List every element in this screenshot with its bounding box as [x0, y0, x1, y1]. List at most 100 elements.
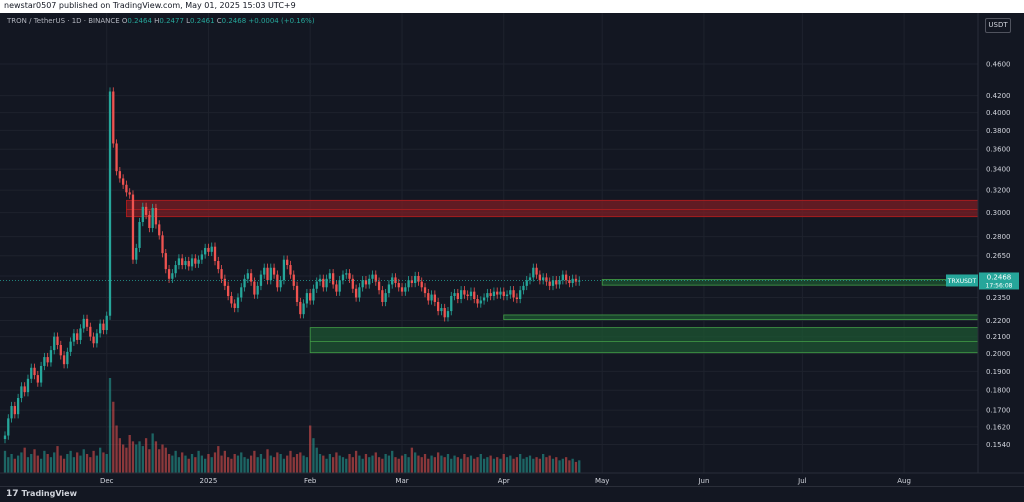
candle-body [499, 291, 502, 295]
currency-button[interactable]: USDT [985, 18, 1011, 33]
volume-bar [276, 452, 279, 473]
volume-bar [328, 454, 332, 473]
volume-bar [39, 458, 43, 473]
volume-bar [433, 457, 437, 473]
time-axis[interactable]: Dec 2025 Feb Mar Apr May Jun Jul Aug [0, 472, 1024, 485]
candle-body [135, 247, 138, 260]
y-tick-label: 0.3000 [986, 209, 1011, 217]
candle-body [446, 311, 450, 318]
volume-bar [62, 458, 66, 473]
volume-bar [256, 457, 259, 473]
candle-body [3, 435, 7, 440]
candle-body [414, 275, 417, 284]
candle-body [158, 224, 161, 236]
candle-body [423, 287, 427, 294]
candle-body [515, 297, 519, 299]
candle-body [272, 267, 276, 275]
chart-area[interactable]: 0.4600 0.4200 0.4000 0.3800 0.3600 0.3400 0.32… [0, 13, 1024, 486]
candle-body [338, 280, 341, 292]
published-bar: newstar0507 published on TradingView.com… [0, 0, 1024, 13]
volume-bar [16, 455, 20, 473]
candle-body [85, 318, 89, 327]
candle-body [204, 247, 207, 255]
candle-body [528, 277, 532, 281]
candle-body [39, 365, 43, 383]
candle-body [263, 267, 266, 275]
candle-body [269, 267, 272, 281]
candle-body [358, 287, 361, 298]
volume-bar [397, 458, 400, 473]
x-tick-label: Apr [498, 477, 510, 485]
candle-body [187, 261, 190, 267]
volume-bar [10, 454, 13, 473]
volume-bar [548, 455, 551, 473]
x-tick-label: Aug [897, 477, 911, 485]
volume-bar [49, 457, 53, 473]
volume-bar [69, 450, 72, 473]
volume-bar [167, 454, 171, 473]
candle-body [397, 283, 400, 288]
volume-bar [381, 458, 384, 473]
volume-bar [519, 454, 522, 473]
brand-name: TradingView [21, 489, 77, 498]
volume-bar [233, 454, 236, 473]
tradingview-logo[interactable]: 17 TradingView [6, 489, 77, 499]
volume-bar [535, 457, 538, 473]
candle-body [128, 192, 131, 195]
candle-body [240, 287, 243, 298]
volume-bar [436, 452, 440, 473]
price-chart[interactable]: 0.4600 0.4200 0.4000 0.3800 0.3600 0.3400 0.32… [0, 13, 1024, 486]
candle-body [331, 273, 335, 285]
volume-bar [76, 452, 79, 473]
candle-body [299, 301, 302, 315]
candle-body [328, 273, 332, 279]
y-tick-label: 0.3800 [986, 127, 1011, 135]
volume-bar [118, 438, 121, 473]
volume-bar [92, 450, 95, 473]
volume-bar [23, 447, 26, 473]
candle-body [151, 208, 154, 229]
y-tick-label: 0.3400 [986, 166, 1011, 174]
volume-bar [89, 457, 92, 473]
volume-bar [564, 457, 568, 473]
volume-bar [30, 454, 33, 473]
volume-bar [59, 455, 62, 473]
candle-body [141, 206, 144, 223]
symbol-tag-bg [946, 274, 978, 287]
candle-body [371, 274, 374, 279]
volume-bar [341, 457, 345, 473]
candle-body [210, 246, 213, 252]
candle-body [571, 278, 574, 284]
candle-body [532, 267, 535, 278]
y-tick-label: 0.4600 [986, 60, 1011, 68]
symbol-legend[interactable]: TRON / TetherUS · 1D · BINANCE O0.2464 H… [7, 17, 315, 25]
candle-body [473, 291, 476, 299]
volume-bar [135, 444, 138, 473]
volume-bar [105, 454, 108, 473]
candle-body [420, 281, 423, 288]
candle-body [20, 386, 23, 399]
volume-bar [459, 458, 463, 473]
candle-body [223, 278, 226, 286]
volume-bar [571, 458, 574, 473]
y-tick-label: 0.2000 [986, 350, 1011, 358]
volume-bar [479, 454, 482, 473]
x-tick-label: Dec [100, 477, 114, 485]
candle-body [46, 357, 49, 363]
close-value: 0.2468 [221, 17, 247, 25]
candle-body [387, 284, 391, 294]
volume-bar [476, 457, 479, 473]
volume-bar [282, 458, 286, 473]
candle-body [30, 367, 33, 379]
candle-body [309, 293, 312, 301]
candle-body [226, 285, 230, 297]
volume-bar [499, 458, 502, 473]
volume-bar [450, 458, 453, 473]
y-tick-label: 0.4200 [986, 92, 1011, 100]
volume-bar [299, 452, 302, 473]
volume-bar [125, 447, 128, 473]
price-axis[interactable]: 0.4600 0.4200 0.4000 0.3800 0.3600 0.3400 0.32… [977, 13, 1024, 486]
volume-bar [217, 446, 220, 473]
candle-body [574, 278, 578, 282]
volume-bar [505, 457, 509, 473]
